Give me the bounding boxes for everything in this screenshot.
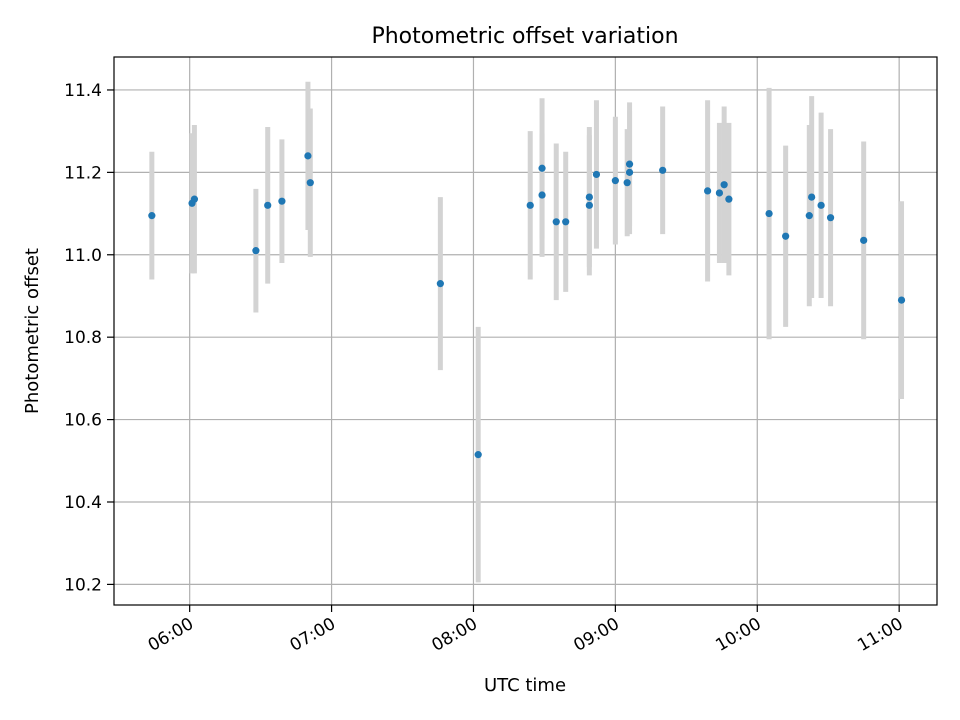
y-tick-label: 10.2	[64, 575, 102, 595]
data-point	[782, 232, 790, 240]
data-point	[765, 209, 773, 218]
y-axis-label: Photometric offset	[22, 248, 43, 414]
data-point	[592, 170, 601, 179]
y-tick-label: 11.2	[64, 163, 102, 183]
x-axis-label: UTC time	[484, 675, 566, 696]
data-point	[897, 296, 906, 304]
data-point	[278, 197, 286, 205]
data-point	[538, 191, 546, 199]
y-tick-label: 10.6	[64, 411, 102, 431]
data-point	[526, 201, 534, 209]
data-point	[562, 218, 570, 226]
data-point	[625, 160, 634, 168]
data-point	[306, 179, 314, 187]
data-point	[304, 152, 312, 160]
y-tick-label: 11.4	[64, 81, 102, 101]
data-point	[725, 195, 733, 203]
data-point	[585, 201, 593, 209]
data-point	[436, 280, 444, 288]
chart-title: Photometric offset variation	[371, 24, 678, 49]
y-axis: 10.2 10.4 10.6 10.8 11.0 11.2 11.4	[64, 81, 114, 595]
data-points	[148, 152, 906, 459]
data-point	[190, 195, 199, 203]
data-point	[720, 181, 728, 189]
data-point	[552, 218, 560, 226]
data-point	[623, 179, 631, 187]
plot-frame	[113, 56, 938, 606]
data-point	[860, 236, 868, 244]
data-point	[148, 212, 156, 220]
data-point	[808, 193, 816, 201]
data-point	[817, 201, 825, 209]
data-point	[611, 177, 619, 185]
data-point	[264, 201, 272, 209]
data-point	[538, 164, 546, 172]
data-point	[252, 247, 260, 255]
data-point	[585, 193, 593, 201]
y-tick-label: 11.0	[64, 246, 102, 266]
data-point	[659, 166, 667, 174]
data-point	[715, 189, 724, 197]
data-point	[625, 168, 634, 176]
y-tick-label: 10.8	[64, 328, 102, 348]
y-tick-label: 10.4	[64, 493, 102, 513]
data-point	[805, 212, 813, 220]
data-point	[704, 187, 712, 195]
data-point	[826, 214, 835, 222]
data-point	[474, 451, 482, 459]
